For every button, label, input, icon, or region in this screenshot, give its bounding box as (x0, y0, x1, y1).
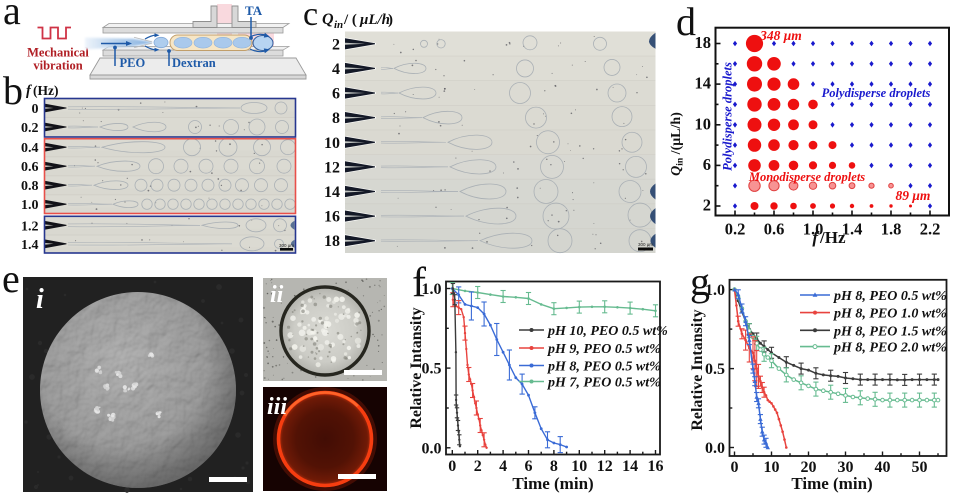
svg-text:Relative Intansity: Relative Intansity (689, 309, 706, 430)
svg-text:b: b (3, 68, 23, 113)
svg-text:Polydisperse droplets: Polydisperse droplets (721, 62, 735, 171)
svg-text:e: e (2, 256, 20, 301)
svg-text:2: 2 (332, 36, 340, 53)
svg-text:pH 8, PEO 1.0 wt%: pH 8, PEO 1.0 wt% (833, 307, 947, 322)
svg-text:0.5: 0.5 (422, 361, 442, 378)
svg-text:f: f (812, 228, 820, 247)
svg-text:12: 12 (597, 458, 613, 475)
svg-text:30: 30 (838, 459, 854, 476)
svg-text:2.2: 2.2 (920, 220, 941, 239)
svg-text:Polydisperse droplets: Polydisperse droplets (822, 86, 931, 100)
svg-text:0.0: 0.0 (705, 440, 725, 457)
svg-text:0: 0 (448, 458, 456, 475)
svg-text:18: 18 (695, 33, 712, 52)
svg-text:c: c (303, 0, 318, 33)
svg-text:pH 8, PEO 0.5 wt%: pH 8, PEO 0.5 wt% (547, 360, 661, 375)
svg-text:10: 10 (764, 459, 780, 476)
svg-text:Time (min): Time (min) (512, 474, 593, 493)
svg-text:pH 8, PEO 2.0 wt%: pH 8, PEO 2.0 wt% (833, 341, 947, 356)
svg-text:1.0: 1.0 (803, 220, 824, 239)
svg-text:): ) (388, 12, 393, 28)
svg-text:(Hz): (Hz) (33, 83, 58, 98)
svg-text:1.4: 1.4 (842, 220, 863, 239)
svg-text:/Hz: /Hz (819, 228, 846, 247)
svg-text:f: f (26, 83, 33, 99)
svg-text:348 μm: 348 μm (759, 28, 802, 43)
svg-text:pH 7, PEO 0.5 wt%: pH 7, PEO 0.5 wt% (547, 376, 661, 391)
svg-text:0.6: 0.6 (764, 220, 785, 239)
svg-text:Dextran: Dextran (172, 56, 216, 70)
svg-text:vibration: vibration (33, 59, 82, 73)
svg-text:Mechanical: Mechanical (27, 46, 89, 60)
svg-text:14: 14 (695, 74, 712, 93)
svg-text:1.8: 1.8 (881, 220, 902, 239)
svg-text:iii: iii (267, 394, 287, 420)
svg-text:0: 0 (731, 459, 739, 476)
svg-text:Monodisperse droplets: Monodisperse droplets (748, 170, 865, 184)
svg-text:Q: Q (322, 11, 334, 28)
svg-text:4: 4 (332, 61, 340, 78)
svg-text:10: 10 (571, 458, 587, 475)
svg-text:Time (min): Time (min) (791, 474, 872, 493)
svg-text:pH 8, PEO 0.5 wt%: pH 8, PEO 0.5 wt% (833, 289, 947, 304)
svg-text:PEO: PEO (120, 56, 146, 70)
svg-text:300 μm: 300 μm (279, 243, 294, 248)
svg-text:1.0: 1.0 (21, 198, 39, 213)
svg-text:300 μm: 300 μm (638, 242, 653, 247)
svg-text:pH 8, PEO 1.5 wt%: pH 8, PEO 1.5 wt% (833, 324, 947, 339)
svg-text:0.8: 0.8 (21, 179, 39, 194)
svg-text:89 μm: 89 μm (896, 188, 931, 203)
svg-text:Relative Intansity: Relative Intansity (408, 307, 425, 428)
svg-text:a: a (3, 0, 21, 33)
svg-text:μL/h: μL/h (359, 12, 390, 28)
svg-text:0.5: 0.5 (705, 361, 725, 378)
svg-text:f: f (412, 260, 426, 306)
svg-text:50: 50 (912, 459, 928, 476)
svg-text:in: in (334, 19, 343, 31)
svg-text:16: 16 (324, 209, 340, 226)
svg-text:ii: ii (270, 282, 284, 308)
svg-text:i: i (36, 284, 44, 315)
svg-text:2: 2 (703, 196, 711, 215)
svg-text:d: d (676, 0, 696, 44)
svg-text:20: 20 (801, 459, 817, 476)
svg-text:0.6: 0.6 (21, 160, 39, 175)
svg-text:1.2: 1.2 (21, 219, 39, 234)
svg-text:g: g (690, 259, 710, 304)
svg-text:1.0: 1.0 (705, 282, 725, 299)
svg-text:TA: TA (245, 3, 263, 18)
svg-text:1.4: 1.4 (21, 238, 39, 253)
svg-text:14: 14 (324, 184, 340, 201)
svg-text:18: 18 (324, 233, 340, 250)
svg-text:/ (: / ( (343, 12, 357, 28)
svg-text:pH 10, PEO 0.5 wt%: pH 10, PEO 0.5 wt% (547, 324, 668, 339)
svg-text:8: 8 (550, 458, 558, 475)
svg-text:0.0: 0.0 (422, 440, 442, 457)
svg-text:6: 6 (703, 155, 711, 174)
svg-text:0.4: 0.4 (21, 141, 39, 156)
svg-text:14: 14 (622, 458, 638, 475)
svg-text:8: 8 (332, 110, 340, 127)
svg-text:6: 6 (525, 458, 533, 475)
svg-text:6: 6 (332, 86, 340, 103)
svg-text:0: 0 (32, 102, 39, 117)
svg-text:pH 9, PEO 0.5 wt%: pH 9, PEO 0.5 wt% (547, 342, 661, 357)
svg-text:4: 4 (499, 458, 507, 475)
svg-text:10: 10 (695, 114, 712, 133)
svg-text:0.2: 0.2 (21, 121, 39, 136)
svg-text:12: 12 (324, 159, 340, 176)
svg-text:Qin /(μL/h): Qin /(μL/h) (669, 112, 686, 176)
svg-text:40: 40 (875, 459, 891, 476)
svg-text:1.0: 1.0 (422, 281, 442, 298)
svg-text:2: 2 (474, 458, 482, 475)
svg-text:0.2: 0.2 (725, 220, 746, 239)
svg-text:16: 16 (648, 458, 664, 475)
svg-text:10: 10 (324, 135, 340, 152)
